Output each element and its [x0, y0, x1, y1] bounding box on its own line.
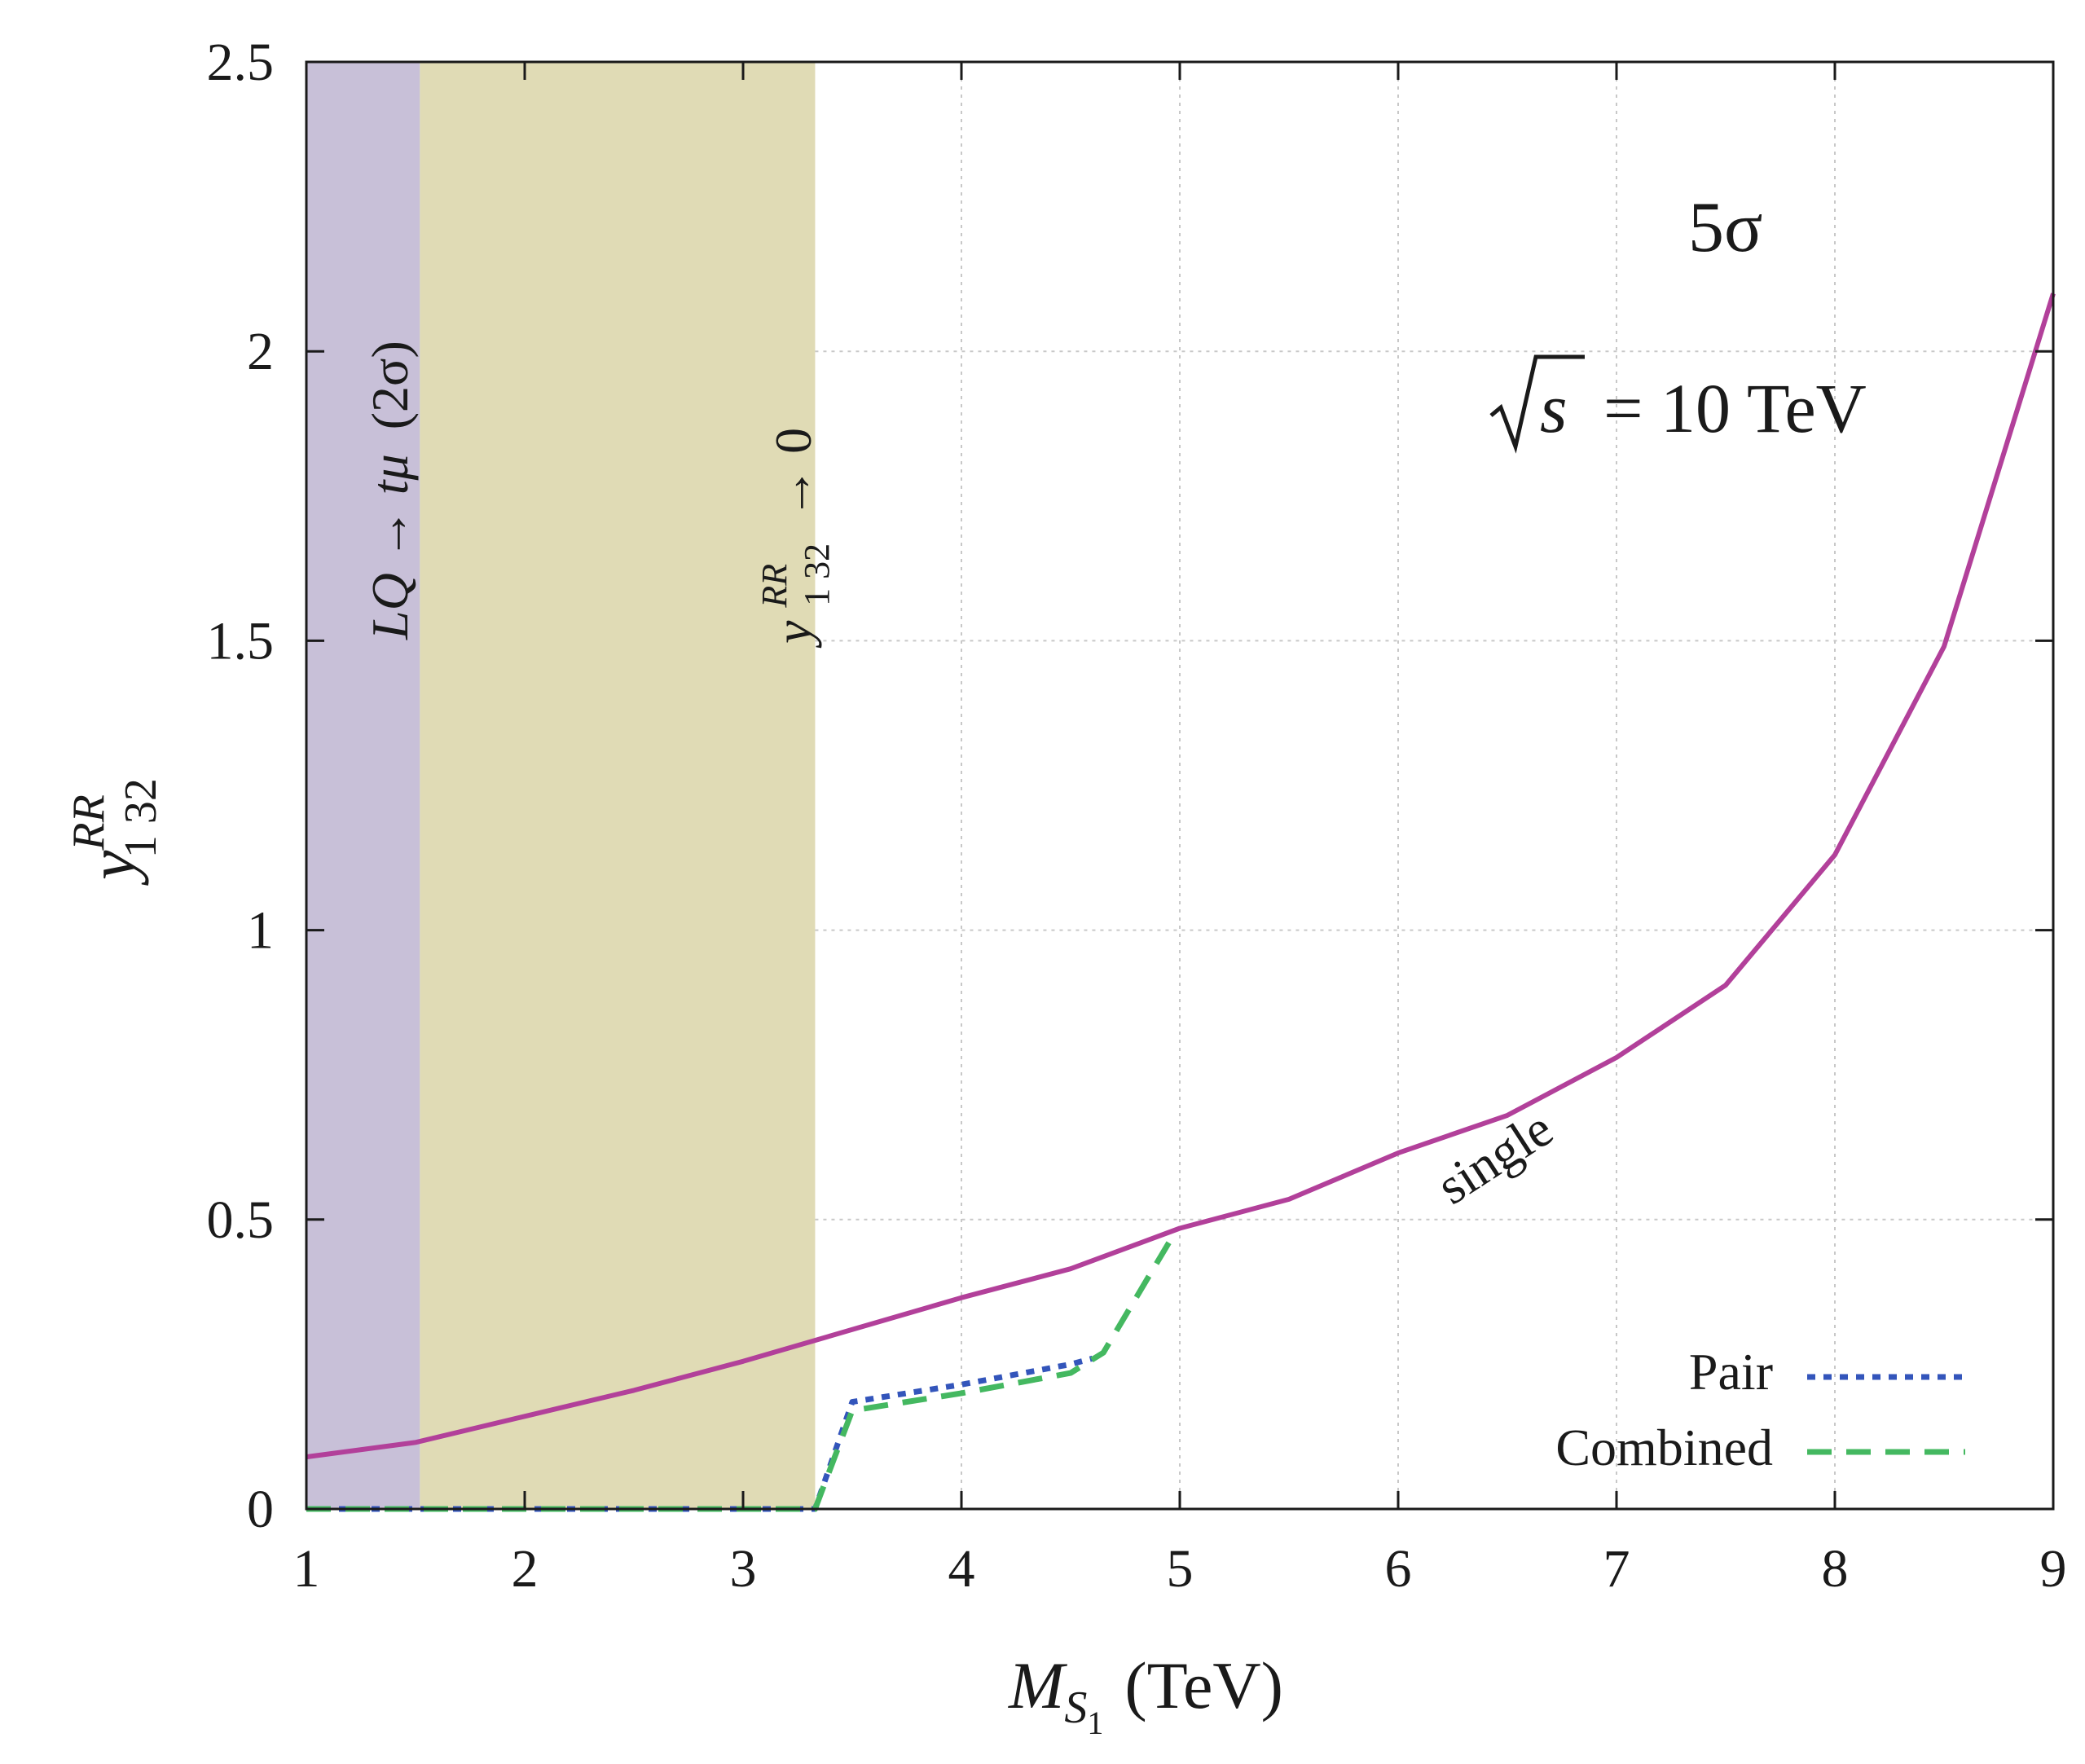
- x-axis-label: MS1(TeV): [1008, 1648, 1283, 1741]
- legend: Pair Combined: [1555, 1343, 1965, 1476]
- legend-label-pair: Pair: [1689, 1343, 1773, 1401]
- grid: [815, 62, 2053, 1509]
- y-axis-label: yRR1 32: [64, 778, 166, 886]
- single-curve-label: single: [1427, 1099, 1563, 1216]
- y-tick-label: 1.5: [207, 611, 275, 671]
- tick-marks: [305, 60, 2055, 1511]
- legend-label-combined: Combined: [1555, 1419, 1773, 1476]
- x-tick-label: 1: [293, 1539, 320, 1599]
- region-coupling-zero-region: [420, 62, 816, 1509]
- energy-label-s: s: [1540, 369, 1567, 447]
- tick-labels: 1 2 3 4 5 6 7 8 9 0 0.5 1 1.5 2 2.5: [207, 33, 2067, 1599]
- region-label-lq: LQ → tμ (2σ): [361, 341, 419, 640]
- series-line-single: [306, 293, 2056, 1460]
- y-tick-label: 0: [247, 1480, 274, 1539]
- x-tick-label: 7: [1603, 1539, 1630, 1599]
- sqrt-icon: [1489, 354, 1585, 454]
- region-label-coupling-zero: y RR 1 32 → 0: [740, 428, 840, 649]
- x-tick-label: 8: [1822, 1539, 1849, 1599]
- x-tick-label: 2: [512, 1539, 539, 1599]
- y-tick-label: 0.5: [207, 1190, 275, 1250]
- x-tick-label: 5: [1167, 1539, 1194, 1599]
- x-tick-label: 9: [2040, 1539, 2067, 1599]
- energy-label: s = 10 TeV: [1489, 354, 1867, 454]
- y-tick-label: 2.5: [207, 33, 275, 92]
- shaded-regions: [306, 62, 816, 1509]
- x-tick-label: 3: [730, 1539, 757, 1599]
- x-tick-label: 4: [948, 1539, 975, 1599]
- energy-label-value: = 10 TeV: [1603, 369, 1867, 447]
- significance-label: 5σ: [1688, 188, 1762, 267]
- y-tick-label: 1: [247, 901, 274, 961]
- x-tick-label: 6: [1385, 1539, 1412, 1599]
- region-LQ-tmu-excluded: [306, 62, 420, 1509]
- y-tick-label: 2: [247, 322, 274, 381]
